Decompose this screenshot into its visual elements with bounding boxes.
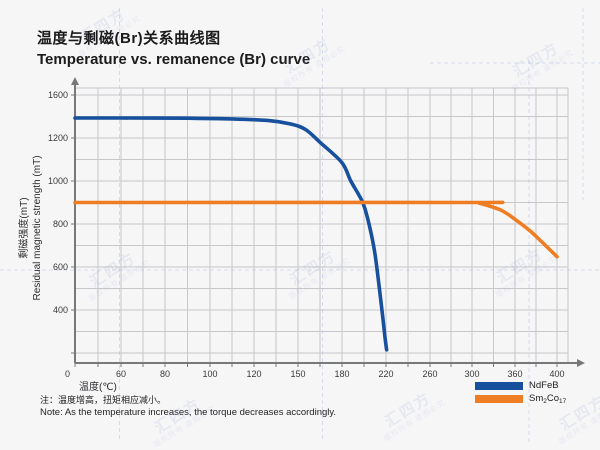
x-axis-title: 温度(℃) — [79, 382, 117, 393]
x-tick-label: 120 — [246, 369, 261, 379]
y-tick-label: 1000 — [48, 176, 68, 186]
x-tick-label: 220 — [378, 369, 393, 379]
y-tick-label: 800 — [53, 219, 68, 229]
x-tick-label: 360 — [507, 369, 522, 379]
y-tick-label: 1600 — [48, 90, 68, 100]
legend: NdFeB Sm2Co17 — [475, 380, 567, 407]
legend-swatch — [475, 394, 523, 403]
x-tick-label: 100 — [202, 369, 217, 379]
legend-label: NdFeB — [529, 380, 559, 391]
legend-item-sm2co17: Sm2Co17 — [475, 392, 567, 405]
x-tick-label: 260 — [422, 369, 437, 379]
x-tick-label: 60 — [116, 369, 126, 379]
x-tick-label: 0 — [65, 369, 70, 379]
legend-label: Sm2Co17 — [529, 392, 567, 405]
y-tick-label: 600 — [53, 262, 68, 272]
legend-item-ndfeb: NdFeB — [475, 380, 566, 391]
chart-title-zh: 温度与剩磁(Br)关系曲线图 — [37, 30, 221, 47]
title-block: 温度与剩磁(Br)关系曲线图 Temperature vs. remanence… — [37, 28, 310, 70]
y-axis-arrow-icon — [71, 77, 79, 85]
chart-title-en: Temperature vs. remanence (Br) curve — [37, 51, 311, 68]
note-zh: 注：温度增高，扭矩相应减小。 — [40, 395, 167, 405]
y-tick-label: 400 — [53, 305, 68, 315]
x-tick-label: 400 — [549, 369, 564, 379]
ndfeb-curve — [73, 116, 389, 352]
sm2co17-curve — [73, 200, 559, 259]
x-tick-label: 180 — [334, 369, 349, 379]
y-axis-title-en: Residual magnetic strength (mT) — [32, 155, 43, 301]
x-tick-label: 80 — [160, 369, 170, 379]
x-tick-label: 300 — [464, 369, 479, 379]
note-en: Note: As the temperature increases, the … — [40, 406, 337, 418]
y-axis-title-zh: 剩磁强度(mT) — [19, 197, 30, 259]
notes: 注：温度增高，扭矩相应减小。 Note: As the temperature … — [40, 395, 336, 418]
legend-swatch — [475, 381, 523, 390]
x-axis-arrow-icon — [577, 359, 585, 367]
x-tick-label: 150 — [290, 369, 305, 379]
y-axis-title: 剩磁强度(mT) Residual magnetic strength (mT) — [18, 155, 44, 300]
y-tick-label: 1200 — [48, 133, 68, 143]
